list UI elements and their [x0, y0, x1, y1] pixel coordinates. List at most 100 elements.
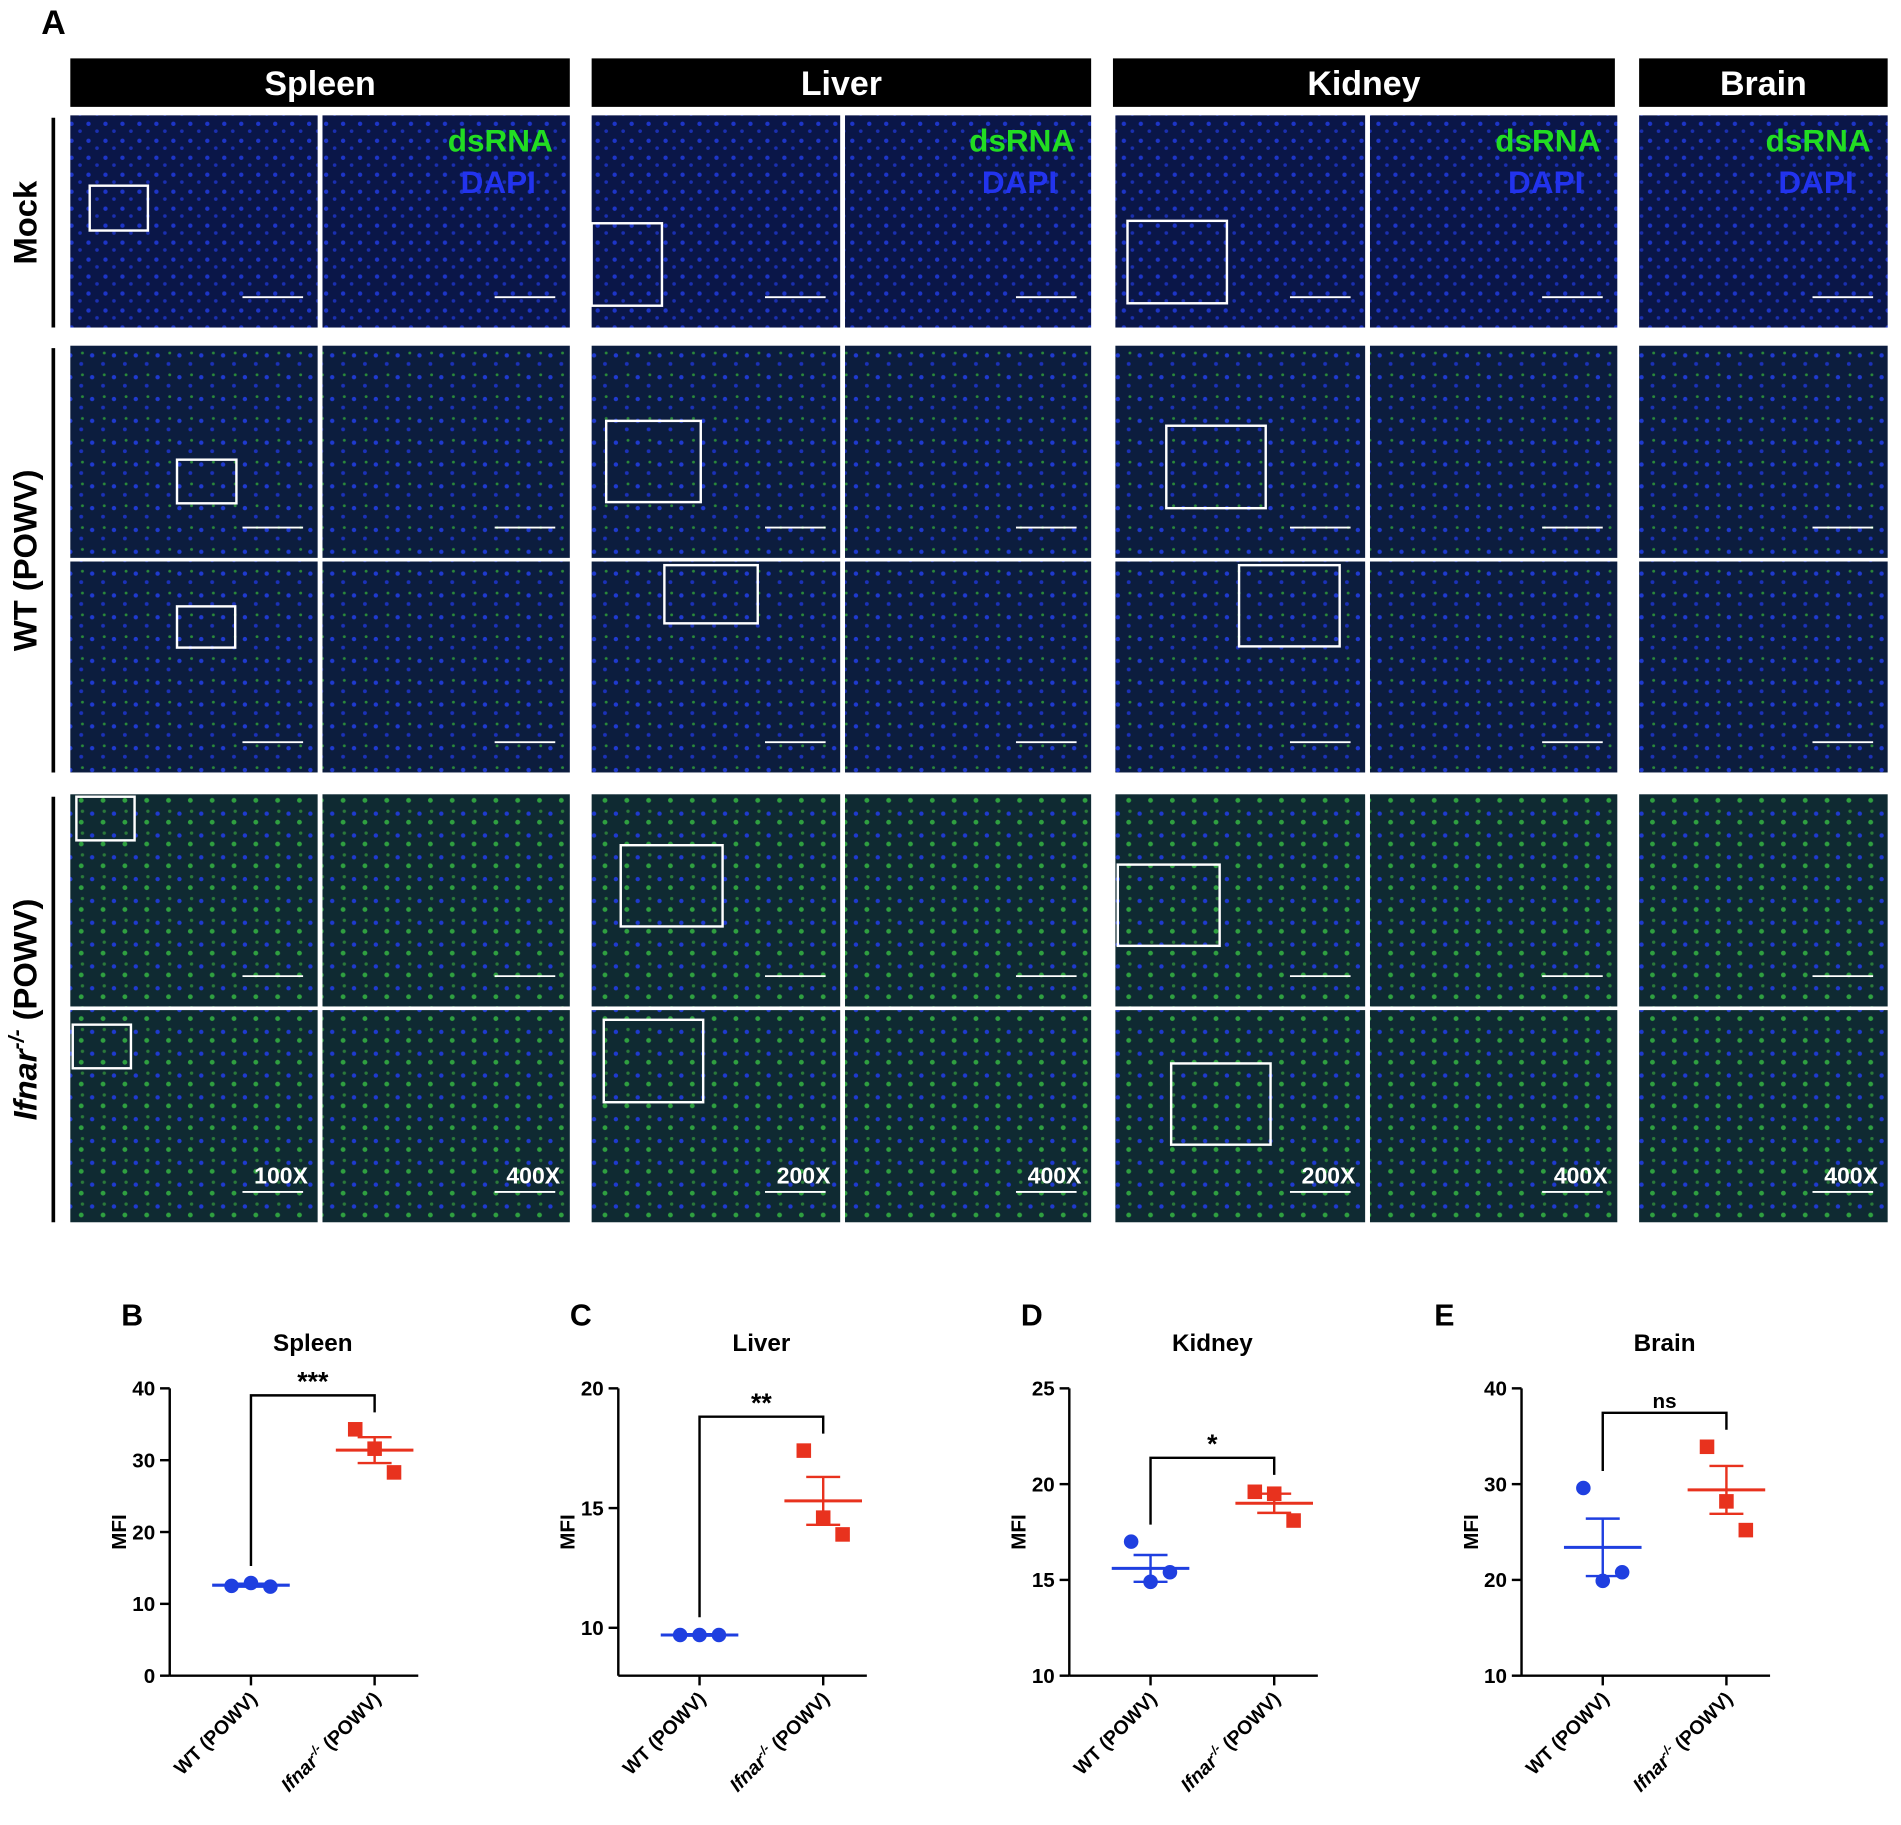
micrograph [845, 794, 1092, 1007]
row-label: Mock [6, 180, 43, 264]
stain-label: dsRNA [1766, 123, 1871, 159]
significance-bracket [249, 1394, 376, 1567]
x-tick-label-after: (POWV) [1215, 1688, 1285, 1758]
stain-label: dsRNA [1495, 123, 1600, 159]
significance-label: ** [751, 1388, 772, 1418]
stain-label: dsRNA [969, 123, 1074, 159]
data-point [1576, 1480, 1591, 1496]
y-tick-label: 15 [1032, 1569, 1055, 1592]
chart-title: Kidney [1172, 1330, 1253, 1357]
y-tick-label: 30 [1484, 1473, 1507, 1496]
y-tick-label: 10 [1484, 1665, 1507, 1688]
data-point [1738, 1522, 1754, 1538]
y-tick-label: 15 [581, 1497, 604, 1520]
micrograph [591, 345, 841, 558]
significance-bracket [1149, 1456, 1276, 1525]
data-point [1162, 1564, 1178, 1580]
column-header: Kidney [1307, 65, 1420, 103]
column-header-bar [591, 58, 1092, 107]
stain-label: DAPI [1778, 164, 1853, 200]
y-axis-label: MFI [1008, 1514, 1031, 1549]
x-tick-label-after: (POWV) [1667, 1688, 1737, 1758]
row-label-main: Mock [6, 180, 43, 264]
y-tick-label: 20 [1032, 1473, 1055, 1496]
micrograph [1115, 794, 1366, 1007]
inset-box [1165, 424, 1267, 510]
inset-box [1169, 1062, 1272, 1146]
micrograph [845, 1010, 1092, 1223]
micrograph [591, 1010, 841, 1223]
magnification: 400X [1028, 1162, 1082, 1188]
column-header-bar [1639, 58, 1888, 107]
significance-bracket [698, 1415, 825, 1618]
micrograph [322, 115, 570, 328]
row-label-main: Ifnar [6, 1047, 43, 1120]
significance-bracket [1601, 1411, 1728, 1471]
stain-label: DAPI [982, 164, 1057, 200]
inset-box [75, 795, 136, 842]
x-tick-label-main: WT (POWV) [170, 1688, 262, 1780]
row-label-after: (POWV) [6, 899, 43, 1030]
x-tick-label-after: (POWV) [764, 1688, 834, 1758]
x-tick-label: Ifnar-/- (POWV) [724, 1687, 834, 1797]
data-point [367, 1441, 382, 1456]
data-point [1123, 1534, 1139, 1549]
micrograph [591, 115, 841, 328]
micrograph [1639, 794, 1888, 1007]
significance-label: *** [297, 1367, 329, 1397]
panel-a: A Spleen Liver Kidney Brain dsRNA DAPI dsRNA DAP… [4, 4, 1888, 1223]
data-point [711, 1627, 727, 1643]
column-header-bar [70, 58, 570, 107]
inset-box [1126, 219, 1229, 305]
magnification: 400X [1554, 1162, 1608, 1188]
magnification: 100X [254, 1162, 308, 1188]
micrograph [1115, 1010, 1366, 1223]
micrograph [845, 561, 1092, 773]
y-tick-label: 40 [132, 1378, 155, 1401]
data-point [796, 1443, 812, 1458]
chart-title: Brain [1634, 1330, 1696, 1357]
x-tick-label: Ifnar-/- (POWV) [1628, 1687, 1738, 1797]
y-axis-label: MFI [557, 1514, 580, 1549]
inset-box [71, 1023, 133, 1070]
data-point [1699, 1439, 1715, 1455]
stain-label: DAPI [1508, 164, 1583, 200]
micrograph [322, 1010, 570, 1223]
data-point [347, 1422, 363, 1437]
y-tick-label: 20 [132, 1521, 155, 1544]
x-tick-label: Ifnar-/- (POWV) [276, 1687, 386, 1797]
panel-letter: B [121, 1299, 143, 1332]
y-tick-label: 20 [1484, 1569, 1507, 1592]
micrograph [1639, 1010, 1888, 1223]
inset-box [175, 458, 238, 505]
micrograph [1369, 1010, 1618, 1223]
data-point [1286, 1513, 1301, 1528]
y-tick-label: 20 [581, 1378, 604, 1401]
data-point [692, 1627, 707, 1643]
data-point [1719, 1494, 1734, 1509]
inset-box [1116, 863, 1221, 948]
micrograph [1369, 115, 1618, 328]
micrograph [322, 561, 570, 773]
column-header: Liver [801, 65, 882, 103]
stain-label: dsRNA [448, 123, 553, 159]
column-header: Spleen [264, 65, 375, 103]
data-point [1143, 1574, 1158, 1590]
inset-box [88, 184, 150, 232]
micrograph [591, 561, 841, 773]
micrograph [845, 345, 1092, 558]
panel-letter: E [1434, 1299, 1454, 1332]
column-header: Brain [1720, 65, 1807, 103]
magnification: 400X [506, 1162, 560, 1188]
y-tick-label: 25 [1032, 1378, 1055, 1401]
y-tick-label: 10 [132, 1593, 155, 1616]
micrograph [70, 1010, 318, 1223]
significance-label: ns [1653, 1390, 1677, 1413]
data-point [224, 1578, 239, 1594]
micrograph [591, 794, 841, 1007]
y-tick-label: 30 [132, 1449, 155, 1472]
micrograph [322, 345, 570, 558]
data-point [386, 1465, 402, 1480]
inset-box [590, 222, 664, 307]
